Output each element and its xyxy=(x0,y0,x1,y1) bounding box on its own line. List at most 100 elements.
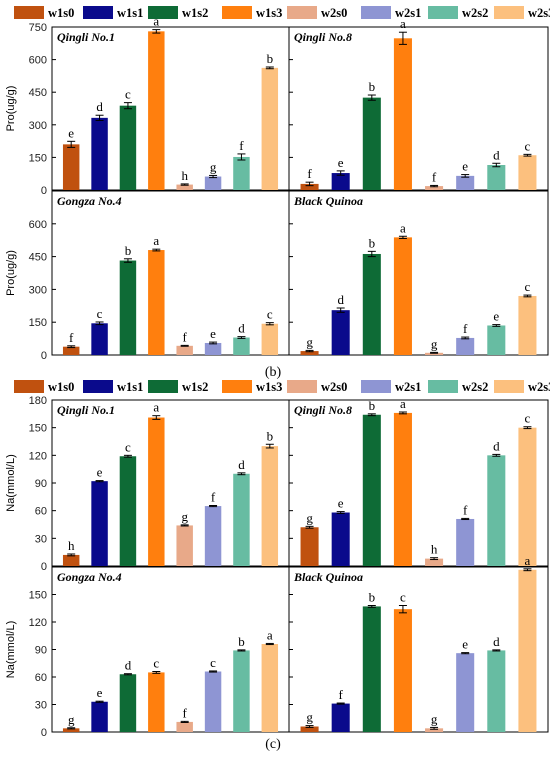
significance-letter: g xyxy=(210,159,217,174)
significance-letter: g xyxy=(431,711,438,726)
significance-letter: c xyxy=(210,655,216,670)
y-tick-label: 120 xyxy=(29,617,47,629)
significance-letter: e xyxy=(68,125,74,140)
bar-w1s2 xyxy=(362,606,381,732)
bar-w2s1 xyxy=(456,175,475,190)
significance-letter: f xyxy=(211,490,216,505)
bar-w1s1 xyxy=(91,481,108,566)
bar-w2s0 xyxy=(176,721,193,732)
panel-title: Qingli No.8 xyxy=(294,403,352,417)
y-tick-label: 600 xyxy=(29,55,47,67)
significance-letter: d xyxy=(493,634,500,649)
bar-w2s3 xyxy=(261,67,279,190)
y-tick-label: 0 xyxy=(41,561,47,573)
bar-w2s1 xyxy=(456,518,475,566)
significance-letter: e xyxy=(210,326,216,341)
significance-letter: b xyxy=(369,235,376,250)
significance-letter: d xyxy=(493,147,500,162)
panel-title: Gongza No.4 xyxy=(57,194,122,208)
significance-letter: g xyxy=(306,510,313,525)
bar-w1s1 xyxy=(91,701,108,732)
bar-w1s0 xyxy=(62,144,80,190)
significance-letter: b xyxy=(238,634,245,649)
legend-label-w1s0: w1s0 xyxy=(48,380,74,394)
bar-w1s2 xyxy=(119,456,137,566)
y-tick-label: 30 xyxy=(35,700,47,712)
bar-w1s1 xyxy=(91,117,108,190)
bar-w2s0 xyxy=(176,184,193,190)
bar-w1s2 xyxy=(362,253,381,355)
legend-label-w2s1: w2s1 xyxy=(395,6,421,20)
bar-w1s1 xyxy=(331,173,350,190)
bar-w1s3 xyxy=(148,250,165,355)
significance-letter: c xyxy=(525,411,531,426)
significance-letter: f xyxy=(432,169,437,184)
bar-w1s3 xyxy=(148,672,165,732)
significance-letter: e xyxy=(493,309,499,324)
y-tick-label: 60 xyxy=(35,672,47,684)
significance-letter: f xyxy=(183,329,188,344)
legend-label-w1s0: w1s0 xyxy=(48,6,74,20)
panel-frame xyxy=(288,190,549,356)
bar-w2s3 xyxy=(261,644,279,732)
bar-w1s0 xyxy=(62,346,80,355)
bar-w2s3 xyxy=(518,155,537,190)
bar-w2s2 xyxy=(233,156,250,190)
legend-label-w1s2: w1s2 xyxy=(182,6,208,20)
y-tick-label: 300 xyxy=(29,120,47,132)
bar-w2s0 xyxy=(176,525,193,566)
y-tick-label: 0 xyxy=(41,727,47,739)
significance-letter: c xyxy=(153,656,159,671)
y-tick-label: 600 xyxy=(29,219,47,231)
y-axis-label: Pro(ug/g) xyxy=(5,250,17,296)
significance-letter: b xyxy=(369,398,376,413)
y-tick-label: 0 xyxy=(41,350,47,362)
bar-w1s0 xyxy=(300,527,319,566)
bar-w1s3 xyxy=(148,417,165,566)
y-tick-label: 30 xyxy=(35,533,47,545)
legend-swatch-w1s2 xyxy=(148,6,178,19)
significance-letter: f xyxy=(339,687,344,702)
significance-letter: b xyxy=(267,51,274,66)
significance-letter: g xyxy=(306,334,313,349)
bar-w1s0 xyxy=(62,554,80,566)
bar-w1s3 xyxy=(393,38,412,191)
panel-title: Black Quinoa xyxy=(293,570,363,584)
panel-frame xyxy=(288,566,549,733)
significance-letter: h xyxy=(181,168,188,183)
y-tick-label: 180 xyxy=(29,395,47,407)
bar-w2s1 xyxy=(204,506,222,566)
y-tick-label: 450 xyxy=(29,87,47,99)
panel-title: Qingli No.1 xyxy=(57,403,115,417)
bar-w1s1 xyxy=(331,310,350,355)
legend-swatch-w1s3 xyxy=(222,6,252,19)
bar-w1s1 xyxy=(91,323,108,355)
significance-letter: e xyxy=(97,465,103,480)
significance-letter: f xyxy=(463,321,468,336)
legend-label-w1s2: w1s2 xyxy=(182,380,208,394)
y-tick-label: 750 xyxy=(29,22,47,34)
y-tick-label: 450 xyxy=(29,252,47,264)
significance-letter: f xyxy=(183,705,188,720)
legend-label-w2s2: w2s2 xyxy=(462,380,488,394)
panel-frame xyxy=(51,566,290,733)
significance-letter: e xyxy=(338,155,344,170)
significance-letter: b xyxy=(369,590,376,605)
bar-w1s1 xyxy=(331,512,350,566)
panel-frame xyxy=(51,26,290,191)
legend-swatch-w1s0 xyxy=(14,6,44,19)
legend-swatch-w2s2 xyxy=(428,6,458,19)
significance-letter: f xyxy=(69,330,74,345)
significance-letter: c xyxy=(125,439,131,454)
legend-swatch-w1s0 xyxy=(14,380,44,393)
significance-letter: b xyxy=(125,243,132,258)
bar-w1s2 xyxy=(119,105,137,190)
legend-swatch-w2s3 xyxy=(494,380,524,393)
y-tick-label: 90 xyxy=(35,478,47,490)
bar-w2s2 xyxy=(233,650,250,732)
significance-letter: h xyxy=(431,542,438,557)
bar-w2s2 xyxy=(487,325,506,355)
significance-letter: h xyxy=(68,538,75,553)
bar-w1s2 xyxy=(362,414,381,566)
